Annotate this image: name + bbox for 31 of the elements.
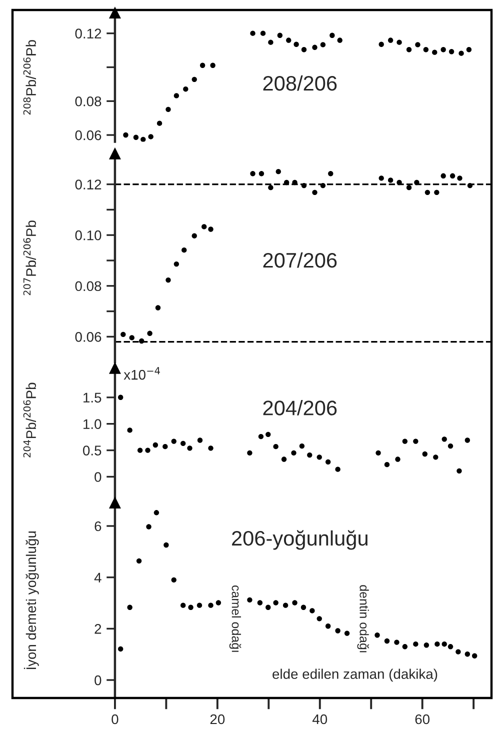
y-tick-label: 0.06 bbox=[75, 130, 102, 140]
x-tick-label: 0 bbox=[112, 714, 118, 724]
y-tick-label: 0.12 bbox=[75, 180, 102, 190]
y-tick-label: 2 bbox=[94, 624, 102, 634]
y-tick-label: 0 bbox=[94, 675, 102, 686]
annotation: 204/206 bbox=[263, 400, 337, 416]
x-tick-label: 60 bbox=[415, 714, 430, 724]
x-tick-label: 20 bbox=[210, 714, 225, 724]
y-tick-label: 0.08 bbox=[75, 96, 102, 106]
annotation: dentin odağı bbox=[357, 585, 370, 652]
text: 0.10 bbox=[75, 230, 102, 240]
y-tick-label: 1.5 bbox=[84, 392, 102, 403]
annotation: x10$^{−4}$ bbox=[124, 367, 160, 380]
annotation: camel odağı bbox=[229, 585, 242, 652]
y-axis-title: İyon demeti yoğunluğu bbox=[24, 531, 39, 670]
y-tick-label: 0.08 bbox=[75, 281, 102, 292]
y-tick-label: 4 bbox=[94, 572, 102, 582]
y-tick-label: 0.06 bbox=[75, 332, 102, 342]
x-axis-title: elde edilen zaman (dakika) bbox=[272, 668, 438, 682]
y-axis-title: $^{207}$Pb/$^{206}$Pb bbox=[23, 220, 36, 296]
y-axis-title: $^{208}$Pb/$^{206}$Pb bbox=[23, 40, 36, 115]
y-tick-label: 0 bbox=[94, 472, 102, 482]
annotation: 208/206 bbox=[263, 75, 337, 91]
x-tick-label: 40 bbox=[312, 714, 328, 724]
annotation: 207/206 bbox=[263, 252, 337, 268]
annotation: 206-yoğunluğu bbox=[232, 530, 368, 550]
y-tick-label: 0.5 bbox=[83, 446, 102, 456]
y-tick-label: 1.0 bbox=[84, 419, 102, 430]
y-axis-title: $^{204}$Pb/$^{206}$Pb bbox=[23, 382, 36, 458]
y-tick-label: 0.12 bbox=[75, 28, 102, 39]
y-tick-label: 6 bbox=[94, 521, 102, 532]
